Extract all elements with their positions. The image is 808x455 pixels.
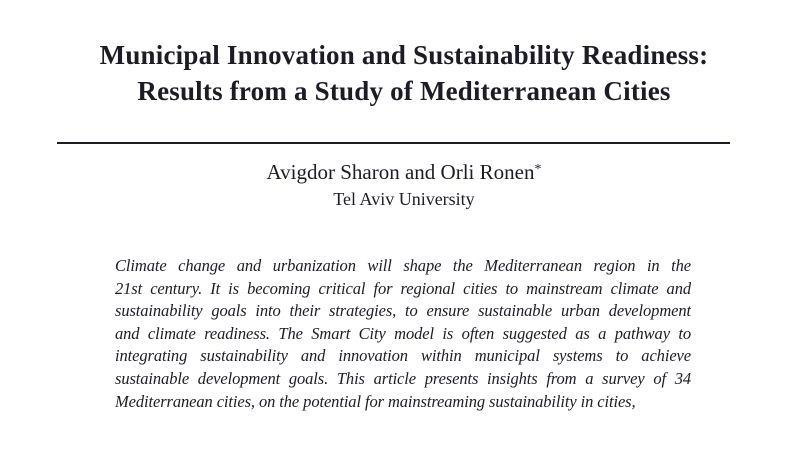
title-divider bbox=[57, 142, 730, 144]
abstract-line: 21st century. It is becoming critical fo… bbox=[115, 278, 691, 298]
authors-line: Avigdor Sharon and Orli Ronen* bbox=[0, 159, 808, 185]
abstract-line: sustainable development goals. This arti… bbox=[115, 368, 691, 388]
abstract: Climate change and urbanization will sha… bbox=[115, 255, 691, 413]
paper-title-line2: Results from a Study of Mediterranean Ci… bbox=[137, 76, 671, 106]
abstract-line: and climate readiness. The Smart City mo… bbox=[115, 323, 691, 343]
affiliation: Tel Aviv University bbox=[333, 189, 475, 209]
abstract-line: sustainability goals into their strategi… bbox=[115, 301, 691, 321]
paper-title: Municipal Innovation and Sustainability … bbox=[0, 37, 808, 109]
abstract-line: Climate change and urbanization will sha… bbox=[115, 256, 691, 275]
abstract-line: Mediterranean cities, on the potential f… bbox=[115, 391, 636, 411]
paper-title-line1: Municipal Innovation and Sustainability … bbox=[99, 40, 709, 70]
author-names: Avigdor Sharon and Orli Ronen bbox=[266, 160, 535, 184]
author-footnote-marker: * bbox=[534, 162, 542, 177]
abstract-line: integrating sustainability and innovatio… bbox=[115, 346, 691, 366]
